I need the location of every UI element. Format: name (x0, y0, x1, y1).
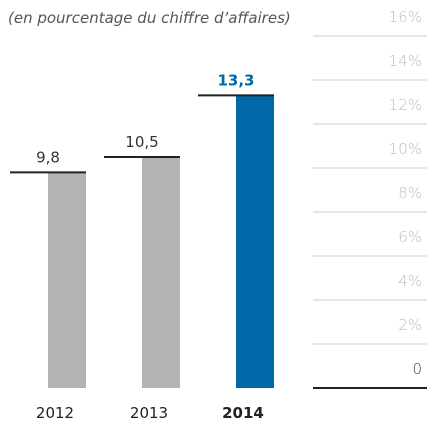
chart-subtitle: (en pourcentage du chiffre d’affaires) (8, 9, 291, 27)
bar (142, 157, 180, 388)
y-tick-label: 12% (389, 96, 422, 114)
bar (48, 172, 86, 388)
y-tick-label: 0 (412, 360, 422, 378)
y-tick-label: 10% (389, 140, 422, 158)
value-label: 9,8 (36, 148, 60, 166)
y-tick-label: 14% (389, 52, 422, 70)
y-tick-label: 8% (398, 184, 422, 202)
bar (236, 95, 274, 389)
value-label: 13,3 (217, 71, 254, 89)
y-tick-label: 6% (398, 228, 422, 246)
y-tick-label: 2% (398, 316, 422, 334)
value-label: 10,5 (125, 133, 158, 151)
x-tick-label: 2013 (130, 404, 168, 422)
y-tick-label: 4% (398, 272, 422, 290)
x-tick-label: 2012 (36, 404, 74, 422)
x-tick-label: 2014 (222, 404, 264, 422)
y-tick-label: 16% (389, 8, 422, 26)
